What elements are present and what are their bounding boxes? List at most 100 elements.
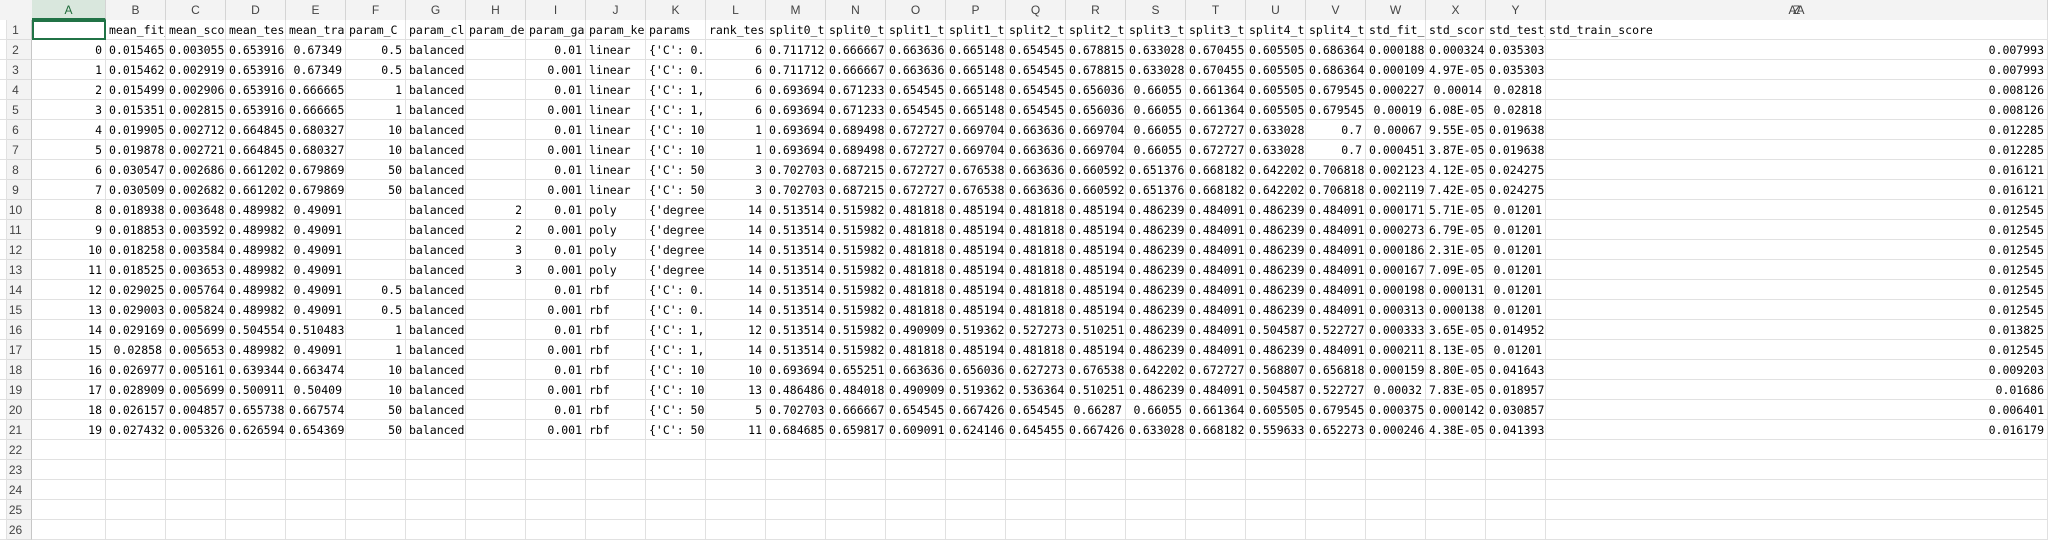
row-header-19[interactable]: 19	[0, 380, 32, 400]
row-header-13[interactable]: 13	[0, 260, 32, 280]
cell[interactable]: balanced	[406, 420, 466, 440]
cell[interactable]: balanced	[406, 220, 466, 240]
cell[interactable]: 0.642202	[1246, 160, 1306, 180]
cell[interactable]	[1246, 520, 1306, 540]
row-header-18[interactable]: 18	[0, 360, 32, 380]
cell[interactable]: 0.655738	[226, 400, 286, 420]
cell[interactable]	[406, 460, 466, 480]
cell[interactable]	[1426, 520, 1486, 540]
cell[interactable]: 0.654545	[886, 80, 946, 100]
cell[interactable]: 0.679545	[1306, 400, 1366, 420]
cell[interactable]: 0.663474	[286, 360, 346, 380]
column-header-a[interactable]: A	[32, 0, 106, 20]
cell[interactable]: 0.559633	[1246, 420, 1306, 440]
cell[interactable]: 6	[32, 160, 106, 180]
cell[interactable]: 0.676538	[946, 160, 1006, 180]
cell[interactable]: 0.656036	[1066, 80, 1126, 100]
cell[interactable]: 0.633028	[1246, 140, 1306, 160]
cell[interactable]: {'C': 10,	[646, 140, 706, 160]
column-header-i[interactable]: I	[526, 0, 586, 20]
cell[interactable]: linear	[586, 60, 646, 80]
cell[interactable]	[1006, 460, 1066, 480]
cell[interactable]: 0.666667	[826, 40, 886, 60]
cell[interactable]: 3	[466, 240, 526, 260]
cell[interactable]: rbf	[586, 300, 646, 320]
cell[interactable]: 0.01201	[1486, 240, 1546, 260]
cell[interactable]: 0.513514	[766, 220, 826, 240]
cell[interactable]	[946, 520, 1006, 540]
cell[interactable]: 0.661202	[226, 160, 286, 180]
cell[interactable]: 0.481818	[886, 240, 946, 260]
cell[interactable]: 10	[706, 360, 766, 380]
cell[interactable]: poly	[586, 220, 646, 240]
cell[interactable]: 3	[706, 180, 766, 200]
cell[interactable]: 0.01201	[1486, 300, 1546, 320]
row-header-17[interactable]: 17	[0, 340, 32, 360]
cell[interactable]: 14	[32, 320, 106, 340]
cell[interactable]	[466, 520, 526, 540]
cell[interactable]: 0.663636	[886, 60, 946, 80]
cell[interactable]: rbf	[586, 340, 646, 360]
cell[interactable]: 0.536364	[1006, 380, 1066, 400]
cell[interactable]: 0.627273	[1006, 360, 1066, 380]
cell[interactable]: 0.486239	[1126, 300, 1186, 320]
cell[interactable]: 3.65E-05	[1426, 320, 1486, 340]
cell[interactable]	[466, 440, 526, 460]
cell[interactable]: 0.642202	[1126, 360, 1186, 380]
cell[interactable]: 0.686364	[1306, 60, 1366, 80]
cell[interactable]	[1306, 440, 1366, 460]
cell[interactable]: 0.028909	[106, 380, 166, 400]
cell[interactable]: poly	[586, 200, 646, 220]
cell[interactable]: 0.000324	[1426, 40, 1486, 60]
cell[interactable]	[1186, 500, 1246, 520]
cell[interactable]	[0, 20, 7, 40]
cell[interactable]	[1066, 440, 1126, 460]
cell[interactable]: 0.702703	[766, 180, 826, 200]
cell[interactable]: 0.00032	[1366, 380, 1426, 400]
cell[interactable]: 0.000109	[1366, 60, 1426, 80]
cell[interactable]	[766, 460, 826, 480]
column-header-g[interactable]: G	[406, 0, 466, 20]
cell[interactable]: balanced	[406, 80, 466, 100]
cell[interactable]: linear	[586, 80, 646, 100]
row-header-9[interactable]: 9	[0, 180, 32, 200]
column-header-q[interactable]: Q	[1006, 0, 1066, 20]
cell[interactable]: 0.669704	[1066, 140, 1126, 160]
cell[interactable]	[526, 460, 586, 480]
cell[interactable]: 0.639344	[226, 360, 286, 380]
cell[interactable]	[466, 140, 526, 160]
cell[interactable]: 0.003653	[166, 260, 226, 280]
cell[interactable]: 0.012545	[1546, 280, 2048, 300]
cell[interactable]	[406, 440, 466, 460]
cell[interactable]: 0.012285	[1546, 120, 2048, 140]
cell[interactable]: 0.029169	[106, 320, 166, 340]
cell[interactable]	[466, 400, 526, 420]
row-header-15[interactable]: 15	[0, 300, 32, 320]
cell[interactable]	[466, 120, 526, 140]
cell[interactable]: 0.024275	[1486, 180, 1546, 200]
cell[interactable]: split4_tra	[1306, 20, 1366, 40]
cell[interactable]	[526, 520, 586, 540]
cell[interactable]: 0.513514	[766, 240, 826, 260]
cell[interactable]: balanced	[406, 60, 466, 80]
cell[interactable]	[466, 360, 526, 380]
cell[interactable]: 0.633028	[1246, 120, 1306, 140]
cell[interactable]	[826, 480, 886, 500]
cell[interactable]: 0.664845	[226, 120, 286, 140]
row-header-23[interactable]: 23	[0, 460, 32, 480]
cell[interactable]: 0.485194	[946, 220, 1006, 240]
row-header-1[interactable]: 1	[0, 20, 32, 40]
column-header-u[interactable]: U	[1246, 0, 1306, 20]
cell[interactable]	[1186, 480, 1246, 500]
cell[interactable]: 0.485194	[946, 300, 1006, 320]
cell[interactable]: 0.484091	[1306, 300, 1366, 320]
cell[interactable]: {'degree':	[646, 220, 706, 240]
cell[interactable]: std_test_s	[1486, 20, 1546, 40]
cell[interactable]	[286, 440, 346, 460]
cell[interactable]	[0, 80, 7, 100]
cell[interactable]: 8	[32, 200, 106, 220]
cell[interactable]: 0.007993	[1546, 60, 2048, 80]
cell[interactable]	[1066, 460, 1126, 480]
cell[interactable]: 0.676538	[1066, 360, 1126, 380]
cell[interactable]: 0.018525	[106, 260, 166, 280]
